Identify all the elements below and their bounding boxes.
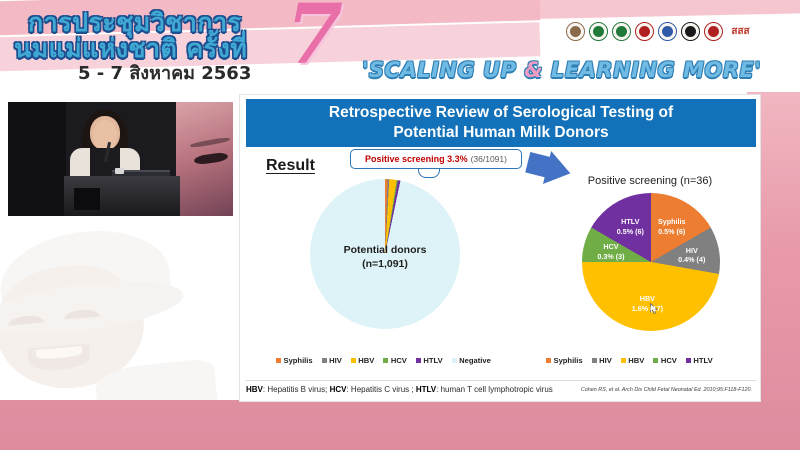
legend-label: HBV [358,356,375,365]
legend-swatch-icon [321,358,327,363]
legend-label: HBV [628,356,645,365]
sponsor-logos: สสส [566,22,754,41]
positive-screening-legend-item-hiv[interactable]: HIV [591,356,612,365]
callout-highlight-text: Positive screening 3.3% [365,154,468,164]
slide-title-line1: Retrospective Review of Serological Test… [328,103,674,121]
potential-donors-chart: Potential donors (n=1,091) [262,177,512,337]
logo-ministry-health-icon [635,22,654,41]
conference-date: 5 - 7 สิงหาคม 2563 [78,63,252,84]
logo-emblem [616,26,627,37]
positive-screening-callout: Positive screening 3.3% (36/1091) [350,149,522,169]
conference-title-thai-line1: การประชุมวิชาการ [28,8,242,37]
source-citation: Cohen RS, et al. Arch Dis Child Fetal Ne… [580,386,752,393]
podium-panel [74,188,100,210]
legend-label: HCV [660,356,677,365]
potential-donors-subtitle: (n=1,091) [362,258,408,271]
conference-edition-number: 7 [286,0,344,83]
positive-screening-chart-title: Positive screening (n=36) [587,175,713,187]
watermark-fade-overlay [0,224,236,400]
footnote-hcv-def: : Hepatitis C virus ; [346,385,416,394]
logo-emblem [708,26,719,37]
logo-garuda-icon [658,22,677,41]
logo-emblem [662,26,673,37]
legend-label: Syphilis [283,356,313,365]
conference-slogan: 'SCALING UP & LEARNING MORE' [362,58,761,82]
presenter-video-panel[interactable] [6,100,235,218]
abbreviation-definitions: HBV: Hepatitis B virus; HCV: Hepatitis C… [246,385,553,394]
logo-thaihealth-icon: สสส [727,22,754,41]
positive-screening-legend-item-syphilis[interactable]: Syphilis [546,356,583,365]
logo-medical-council-icon [589,22,608,41]
slogan-part-1: 'SCALING UP [362,58,525,82]
positive-screening-legend-item-hcv[interactable]: HCV [653,356,677,365]
video-left-wall [8,102,66,216]
legend-swatch-icon [685,358,691,363]
positive-screening-legend-item-hbv[interactable]: HBV [620,356,645,365]
logo-emblem [639,26,650,37]
logo-emblem [593,26,604,37]
potential-donors-pie[interactable] [310,179,460,329]
positive-screening-chart: Syphilis 0.5% (6) HIV 0.4% (4) HBV 1.6% (17) H… [540,193,760,341]
legend-label: HIV [599,356,612,365]
footnote-htlv-def: : human T cell lymphotropic virus [436,385,553,394]
legend-swatch-icon [620,358,626,363]
logo-nursing-council-icon [612,22,631,41]
slide-footnote: HBV: Hepatitis B virus; HCV: Hepatitis C… [246,380,756,398]
footnote-hbv-key: HBV [246,385,263,394]
potential-donors-legend-item-hbv[interactable]: HBV [350,356,375,365]
logo-thai-pediatric-icon [704,22,723,41]
legend-label: Negative [459,356,491,365]
right-arrow-icon [525,151,571,185]
legend-swatch-icon [415,358,421,363]
legend-swatch-icon [653,358,659,363]
legend-swatch-icon [591,358,597,363]
potential-donors-center-label: Potential donors (n=1,091) [310,243,460,271]
potential-donors-title: Potential donors [343,244,427,256]
legend-label: HIV [329,356,342,365]
legend-label: HTLV [423,356,443,365]
logo-emblem [685,26,696,37]
slogan-part-2: LEARNING MORE' [543,58,762,82]
conference-title-thai-line2: นมแม่แห่งชาติ ครั้งที่ [14,34,248,63]
potential-donors-legend-item-hiv[interactable]: HIV [321,356,342,365]
mouse-cursor-icon [650,303,658,314]
potential-donors-legend-item-syphilis[interactable]: Syphilis [276,356,313,365]
potential-donors-legend-item-hcv[interactable]: HCV [383,356,407,365]
slide-title: Retrospective Review of Serological Test… [246,99,756,147]
legend-swatch-icon [451,358,457,363]
legend-label: HTLV [693,356,713,365]
footnote-hcv-key: HCV [329,385,347,394]
slogan-ampersand: & [524,58,544,82]
logo-university-icon [681,22,700,41]
result-heading: Result [266,157,315,174]
potential-donors-legend: Syphilis HIV HBV HCV HTLV Negative [276,356,491,365]
footnote-hbv-def: : Hepatitis B virus; [262,385,330,394]
callout-fraction-text: (36/1091) [470,154,507,164]
legend-swatch-icon [350,358,356,363]
legend-swatch-icon [276,358,281,363]
logo-royal-seal-icon [566,22,585,41]
potential-donors-legend-item-negative[interactable]: Negative [451,356,491,365]
presenter-badge [115,168,124,174]
legend-label: HCV [390,356,407,365]
legend-swatch-icon [546,358,551,363]
logo-emblem [570,26,581,37]
positive-screening-legend: Syphilis HIV HBV HCV HTLV [546,356,713,365]
slide-title-line2: Potential Human Milk Donors [393,124,609,141]
slide-card: Retrospective Review of Serological Test… [239,94,761,402]
positive-screening-legend-item-htlv[interactable]: HTLV [685,356,713,365]
legend-swatch-icon [383,358,389,363]
legend-label: Syphilis [553,356,583,365]
potential-donors-legend-item-htlv[interactable]: HTLV [415,356,443,365]
footnote-htlv-key: HTLV [415,385,437,394]
presenter-face [93,120,117,150]
